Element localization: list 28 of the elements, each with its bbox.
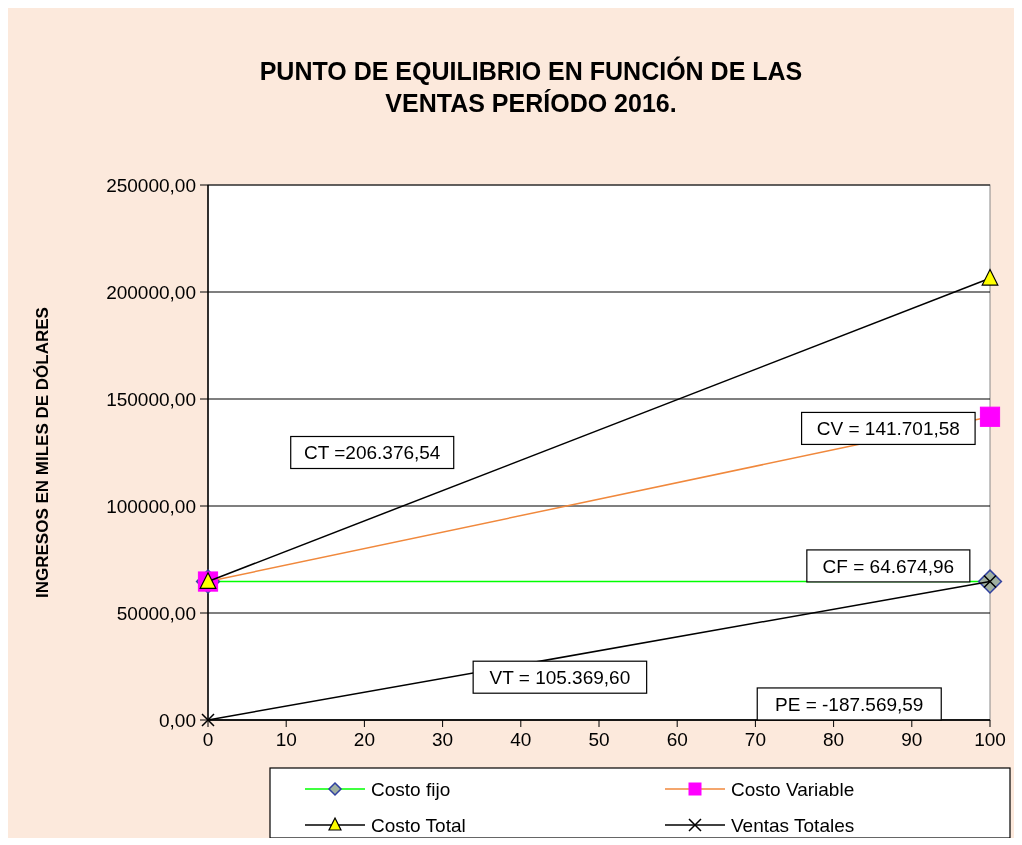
y-tick-label: 0,00	[159, 709, 196, 731]
x-tick-label: 50	[588, 729, 610, 750]
y-tick-label: 200000,00	[106, 281, 196, 303]
y-tick-label: 150000,00	[106, 388, 196, 410]
legend-label: Costo Total	[371, 814, 466, 836]
x-tick-label: 80	[823, 729, 845, 750]
y-tick-label: 50000,00	[116, 602, 196, 624]
x-tick-label: 0	[202, 729, 214, 750]
annotation: CV = 141.701,58	[816, 418, 960, 440]
annotation: CT =206.376,54	[303, 442, 441, 464]
x-tick-label: 10	[275, 729, 297, 750]
y-tick-label: 250000,00	[106, 174, 196, 196]
x-tick-label: 90	[901, 729, 923, 750]
legend-label: Costo fijo	[371, 778, 451, 800]
x-tick-label: 60	[666, 729, 688, 750]
x-tick-label: 70	[744, 729, 766, 750]
x-tick-label: 20	[353, 729, 375, 750]
x-tick-label: 100	[974, 729, 1006, 750]
x-tick-label: 40	[510, 729, 532, 750]
annotation: CF = 64.674,96	[822, 555, 955, 577]
chart-title: PUNTO DE EQUILIBRIO EN FUNCIÓN DE LAS VENTAS PERÍODO 2016.	[259, 56, 803, 117]
y-tick-label: 100000,00	[106, 495, 196, 517]
legend-label: Costo Variable	[731, 778, 855, 800]
legend-label: Ventas Totales	[731, 814, 855, 836]
annotation: VT = 105.369,60	[489, 666, 631, 688]
x-tick-label: 30	[432, 729, 454, 750]
y-axis-title: INGRESOS EN MILES DE DÓLARES	[33, 307, 52, 598]
annotation: PE = -187.569,59	[775, 693, 924, 715]
